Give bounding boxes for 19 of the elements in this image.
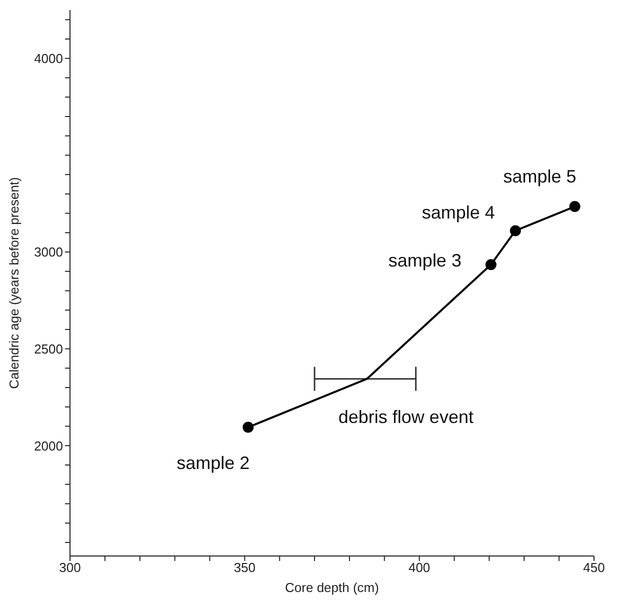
y-tick-label: 4000 (34, 51, 63, 66)
y-tick-label: 2500 (34, 341, 63, 356)
point (242, 422, 254, 433)
annotation: sample 2 (176, 453, 250, 474)
x-tick-label: 350 (234, 560, 256, 576)
annotation: sample 5 (503, 166, 576, 187)
x-tick-label: 450 (583, 560, 605, 576)
annotation: sample 4 (422, 202, 495, 223)
annotation: debris flow event (338, 406, 474, 427)
point (569, 201, 580, 212)
y-tick-label: 2000 (34, 438, 63, 454)
y-axis-title: Calendric age (years before present) (6, 177, 22, 389)
y-tick-label: 3000 (34, 244, 63, 260)
x-tick-label: 400 (408, 560, 430, 576)
annotation: sample 3 (388, 250, 462, 271)
x-tick-label: 300 (59, 560, 81, 576)
x-axis-title: Core depth (cm) (285, 580, 379, 595)
point (510, 225, 521, 236)
point (485, 259, 496, 270)
